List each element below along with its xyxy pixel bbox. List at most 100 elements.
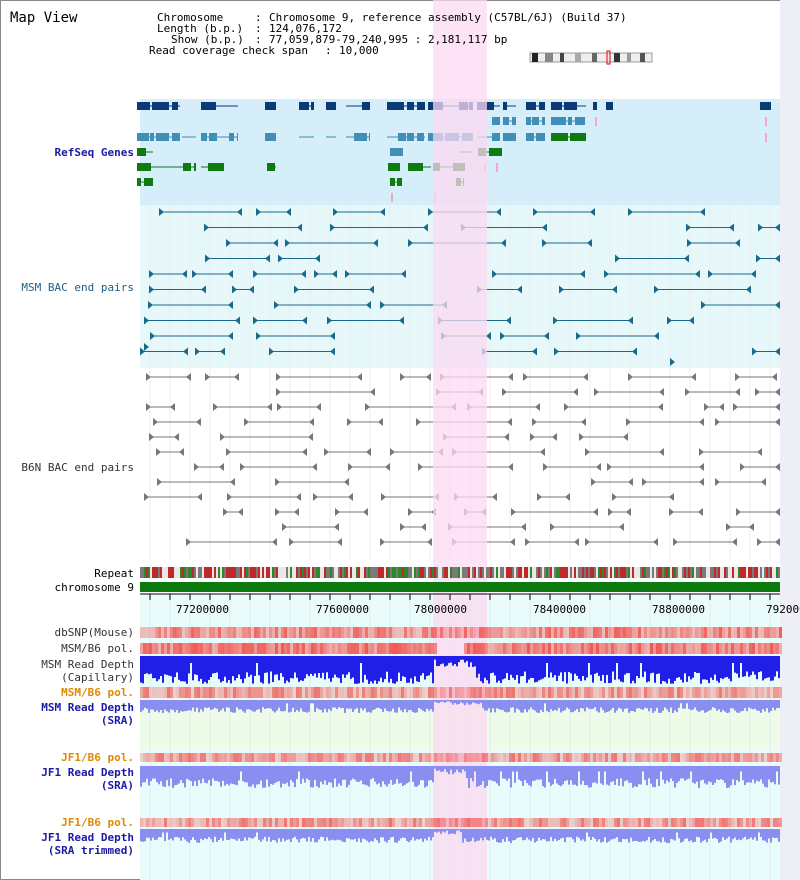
msm-capillary-depth-bar xyxy=(734,656,736,673)
right-scrollbar-area[interactable] xyxy=(780,0,800,880)
polymorphism-cell xyxy=(164,687,167,698)
polymorphism-cell xyxy=(227,687,230,698)
msm-sra-depth-bar xyxy=(476,700,478,704)
jf1-sra-depth-bar xyxy=(576,766,578,786)
track-label-msm-bac[interactable]: MSM BAC end pairs xyxy=(21,281,134,294)
polymorphism-cell xyxy=(368,818,371,827)
polymorphism-cell xyxy=(572,627,575,638)
b6n-bac-pair-end-left xyxy=(585,538,590,546)
polymorphism-cell xyxy=(464,818,467,827)
msm-sra-depth-bar xyxy=(592,700,594,709)
track-label-jf1-b6-pol-1[interactable]: JF1/B6 pol. xyxy=(61,751,134,764)
polymorphism-cell xyxy=(590,818,593,827)
polymorphism-cell xyxy=(725,687,728,698)
polymorphism-cell xyxy=(167,627,170,638)
track-label-msm-depth-cap-1[interactable]: MSM Read Depth xyxy=(41,658,134,671)
polymorphism-cell xyxy=(239,687,242,698)
polymorphism-cell xyxy=(287,687,290,698)
polymorphism-cell xyxy=(299,753,302,762)
msm-sra-depth-bar xyxy=(668,700,670,712)
polymorphism-cell xyxy=(587,627,590,638)
jf1-sra-depth-bar xyxy=(550,766,552,786)
track-label-repeat[interactable]: Repeat xyxy=(94,567,134,580)
msm-sra-depth-bar xyxy=(574,700,576,711)
polymorphism-cell xyxy=(365,818,368,827)
jf1-sra-depth-bar xyxy=(338,766,340,784)
msm-capillary-depth-bar xyxy=(306,656,308,675)
track-label-jf1-depth-sra-1[interactable]: JF1 Read Depth xyxy=(41,766,134,779)
b6n-bac-pair-end-right xyxy=(267,403,272,411)
repeat-segment xyxy=(198,567,200,578)
track-label-refseq[interactable]: RefSeq Genes xyxy=(54,146,134,159)
msm-capillary-depth-bar xyxy=(176,656,178,673)
polymorphism-cell xyxy=(506,627,509,638)
msm-sra-depth-bar xyxy=(186,700,188,711)
repeat-segment xyxy=(402,567,404,578)
track-label-chromosome[interactable]: chromosome 9 xyxy=(54,581,134,594)
polymorphism-cell xyxy=(473,643,476,654)
repeat-segment xyxy=(140,567,142,578)
msm-capillary-depth-bar xyxy=(192,656,194,681)
polymorphism-cell xyxy=(575,643,578,654)
track-label-msm-b6-pol-2[interactable]: MSM/B6 pol. xyxy=(61,686,134,699)
polymorphism-cell xyxy=(524,818,527,827)
polymorphism-cell xyxy=(140,643,143,654)
polymorphism-cell xyxy=(326,753,329,762)
jf1-trimmed-depth-bar xyxy=(594,829,596,839)
msm-bac-pair-end-right xyxy=(775,223,780,232)
b6n-bac-pair-end-left xyxy=(715,418,720,426)
msm-sra-depth-bar xyxy=(312,700,314,704)
polymorphism-cell xyxy=(482,818,485,827)
repeat-segment xyxy=(506,567,508,578)
track-label-dbsnp[interactable]: dbSNP(Mouse) xyxy=(54,626,134,639)
msm-sra-depth-bar xyxy=(558,700,560,708)
msm-sra-depth-bar xyxy=(446,700,448,702)
msm-sra-depth-bar xyxy=(498,700,500,710)
track-label-jf1-b6-pol-2[interactable]: JF1/B6 pol. xyxy=(61,816,134,829)
polymorphism-cell xyxy=(332,753,335,762)
polymorphism-cell xyxy=(329,753,332,762)
gene-exon xyxy=(265,133,276,141)
jf1-sra-depth-bar xyxy=(220,766,222,787)
track-label-msm-depth-sra-1[interactable]: MSM Read Depth xyxy=(41,701,134,714)
msm-capillary-depth-bar xyxy=(662,656,664,681)
msm-capillary-depth-bar xyxy=(284,656,286,684)
polymorphism-cell xyxy=(578,818,581,827)
jf1-sra-depth-bar xyxy=(562,766,564,785)
msm-sra-depth-bar xyxy=(244,700,246,713)
msm-sra-depth-bar xyxy=(470,700,472,705)
msm-capillary-depth-bar xyxy=(628,656,630,674)
msm-capillary-depth-bar xyxy=(344,656,346,678)
jf1-trimmed-depth-bar xyxy=(468,829,470,843)
jf1-trimmed-depth-bar xyxy=(314,829,316,843)
track-label-b6n-bac[interactable]: B6N BAC end pairs xyxy=(21,461,134,474)
polymorphism-cell xyxy=(245,687,248,698)
polymorphism-cell xyxy=(776,687,779,698)
repeat-segment xyxy=(728,567,730,578)
b6n-bac-pair-end-left xyxy=(736,508,741,516)
b6n-bac-pair-end-left xyxy=(220,433,225,441)
polymorphism-cell xyxy=(410,753,413,762)
polymorphism-cell xyxy=(593,818,596,827)
msm-capillary-depth-bar xyxy=(686,656,688,682)
msm-bac-pair-end-right xyxy=(684,254,689,263)
b6n-bac-pair-end-left xyxy=(149,433,154,441)
jf1-sra-depth-bar xyxy=(778,766,780,785)
jf1-sra-depth-bar xyxy=(528,766,530,786)
track-label-msm-b6-pol-1[interactable]: MSM/B6 pol. xyxy=(61,642,134,655)
jf1-trimmed-depth-bar xyxy=(336,829,338,840)
msm-sra-depth-bar xyxy=(762,700,764,710)
jf1-trimmed-depth-bar xyxy=(312,829,314,838)
polymorphism-cell xyxy=(545,643,548,654)
gene-exon xyxy=(551,133,568,141)
polymorphism-cell xyxy=(401,818,404,827)
msm-capillary-depth-bar xyxy=(392,656,394,684)
track-label-jf1-depth-trim-1[interactable]: JF1 Read Depth xyxy=(41,831,134,844)
msm-sra-depth-bar xyxy=(194,700,196,712)
polymorphism-cell xyxy=(434,643,437,654)
chromosome-label: Chromosome xyxy=(157,11,224,24)
polymorphism-cell xyxy=(527,818,530,827)
msm-capillary-depth-bar xyxy=(482,656,484,684)
msm-sra-depth-bar xyxy=(648,700,650,712)
